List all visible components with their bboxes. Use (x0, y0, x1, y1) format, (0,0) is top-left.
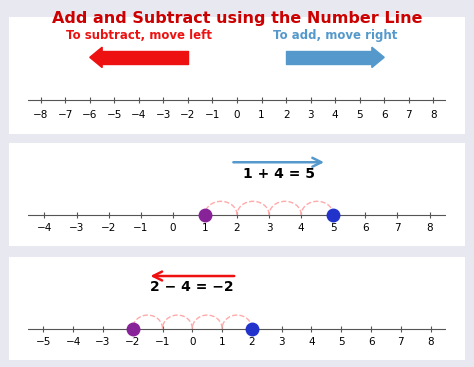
Text: 1: 1 (219, 337, 226, 346)
Text: −5: −5 (36, 337, 51, 346)
Text: 3: 3 (278, 337, 285, 346)
Text: −4: −4 (37, 223, 52, 233)
Text: 6: 6 (368, 337, 374, 346)
Text: −2: −2 (180, 110, 196, 120)
Text: −3: −3 (69, 223, 84, 233)
Text: 0: 0 (234, 110, 240, 120)
Text: 2: 2 (248, 337, 255, 346)
Text: −7: −7 (57, 110, 73, 120)
Text: −4: −4 (131, 110, 146, 120)
Text: −1: −1 (205, 110, 220, 120)
Text: −2: −2 (101, 223, 116, 233)
Text: 6: 6 (381, 110, 388, 120)
Text: 6: 6 (362, 223, 369, 233)
Text: Add and Subtract using the Number Line: Add and Subtract using the Number Line (52, 11, 422, 26)
FancyBboxPatch shape (0, 255, 474, 362)
Text: −8: −8 (33, 110, 48, 120)
Polygon shape (90, 47, 102, 68)
Text: −4: −4 (65, 337, 81, 346)
Text: 7: 7 (394, 223, 401, 233)
Text: 0: 0 (170, 223, 176, 233)
Text: 5: 5 (356, 110, 363, 120)
Text: 4: 4 (298, 223, 304, 233)
Text: 3: 3 (266, 223, 273, 233)
Text: −6: −6 (82, 110, 98, 120)
Text: 2 − 4 = −2: 2 − 4 = −2 (151, 280, 234, 294)
Text: −2: −2 (125, 337, 140, 346)
FancyBboxPatch shape (0, 14, 474, 136)
Text: 8: 8 (430, 110, 437, 120)
Text: 7: 7 (398, 337, 404, 346)
Text: 8: 8 (426, 223, 433, 233)
Text: 0: 0 (189, 337, 196, 346)
Text: 5: 5 (330, 223, 337, 233)
Text: 1 + 4 = 5: 1 + 4 = 5 (243, 167, 315, 181)
Text: 7: 7 (405, 110, 412, 120)
Text: −3: −3 (95, 337, 110, 346)
Text: 1: 1 (258, 110, 265, 120)
Text: To add, move right: To add, move right (273, 29, 397, 42)
FancyBboxPatch shape (0, 141, 474, 248)
Text: −1: −1 (155, 337, 170, 346)
Text: To subtract, move left: To subtract, move left (66, 29, 212, 42)
Text: 5: 5 (338, 337, 345, 346)
Polygon shape (372, 47, 384, 68)
Text: 4: 4 (308, 337, 315, 346)
Text: 1: 1 (201, 223, 208, 233)
Text: 8: 8 (428, 337, 434, 346)
Text: 4: 4 (332, 110, 338, 120)
Text: 3: 3 (307, 110, 314, 120)
Text: −3: −3 (155, 110, 171, 120)
Text: 2: 2 (234, 223, 240, 233)
Text: −5: −5 (107, 110, 122, 120)
Text: −1: −1 (133, 223, 148, 233)
Text: 2: 2 (283, 110, 290, 120)
